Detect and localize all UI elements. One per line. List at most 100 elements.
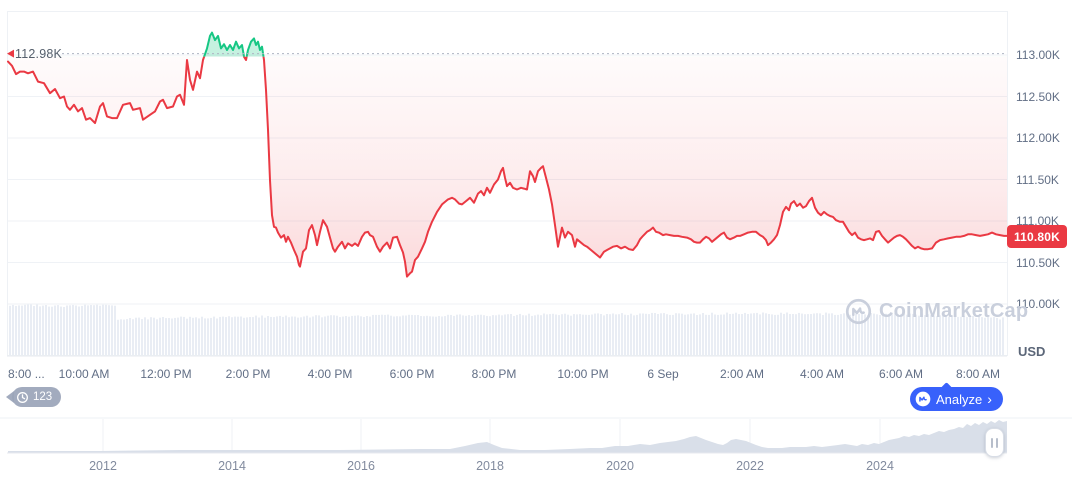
y-axis-tick-label: 111.50K bbox=[1016, 172, 1059, 187]
volume-bar bbox=[468, 315, 470, 355]
y-axis-tick-label: 110.50K bbox=[1016, 255, 1060, 270]
volume-bar bbox=[507, 314, 509, 355]
volume-bar bbox=[441, 316, 443, 355]
volume-bar bbox=[78, 306, 80, 355]
volume-bar bbox=[240, 316, 242, 355]
volume-bar bbox=[546, 314, 548, 355]
coinmarketcap-logo-icon bbox=[915, 391, 931, 407]
volume-bar bbox=[900, 313, 902, 355]
volume-bar bbox=[930, 315, 932, 355]
volume-bar bbox=[738, 314, 740, 355]
volume-bar bbox=[915, 314, 917, 355]
volume-bar bbox=[288, 317, 290, 355]
volume-bar bbox=[855, 313, 857, 355]
volume-bar bbox=[39, 306, 41, 355]
volume-bar bbox=[783, 313, 785, 355]
volume-bar bbox=[201, 316, 203, 355]
volume-bar bbox=[774, 314, 776, 355]
volume-bar bbox=[402, 315, 404, 355]
volume-bar bbox=[306, 315, 308, 355]
x-axis-tick-label: 10:00 AM bbox=[58, 367, 110, 381]
navigator-area-series bbox=[8, 420, 1007, 453]
volume-bar bbox=[45, 305, 47, 355]
volume-bar bbox=[840, 314, 842, 355]
volume-bar bbox=[333, 315, 335, 355]
volume-bar bbox=[351, 315, 353, 355]
x-axis-tick-label: 4:00 PM bbox=[307, 367, 353, 381]
volume-bar bbox=[897, 314, 899, 355]
volume-bar bbox=[90, 305, 92, 355]
history-badge[interactable]: 123 bbox=[5, 387, 62, 407]
volume-bar bbox=[96, 304, 98, 355]
volume-bar bbox=[708, 314, 710, 355]
volume-bar bbox=[741, 314, 743, 355]
volume-bar bbox=[636, 314, 638, 355]
volume-bar bbox=[516, 314, 518, 355]
volume-bar bbox=[594, 313, 596, 355]
volume-bar bbox=[729, 314, 731, 355]
analyze-button[interactable]: Analyze › bbox=[910, 382, 1003, 411]
volume-bars bbox=[9, 304, 1004, 355]
volume-bar bbox=[825, 312, 827, 355]
volume-bar bbox=[420, 316, 422, 355]
volume-bar bbox=[585, 314, 587, 355]
volume-bar bbox=[456, 314, 458, 355]
volume-bar bbox=[963, 315, 965, 355]
volume-bar bbox=[618, 314, 620, 355]
volume-bar bbox=[36, 304, 38, 355]
open-price-label: 112.98K bbox=[15, 47, 63, 61]
navigator-year-label: 2018 bbox=[476, 459, 504, 473]
volume-bar bbox=[690, 313, 692, 355]
volume-bar bbox=[735, 312, 737, 355]
volume-bar bbox=[648, 314, 650, 355]
volume-bar bbox=[684, 314, 686, 355]
volume-bar bbox=[810, 314, 812, 355]
volume-bar bbox=[744, 312, 746, 355]
volume-bar bbox=[579, 314, 581, 355]
volume-bar bbox=[798, 312, 800, 355]
volume-bar bbox=[450, 314, 452, 355]
volume-bar bbox=[879, 315, 881, 355]
volume-bar bbox=[54, 305, 56, 355]
volume-bar bbox=[252, 317, 254, 355]
volume-bar bbox=[453, 315, 455, 355]
volume-bar bbox=[861, 313, 863, 355]
volume-bar bbox=[168, 318, 170, 355]
history-count: 123 bbox=[33, 391, 53, 403]
volume-bar bbox=[237, 316, 239, 355]
volume-bar bbox=[69, 305, 71, 355]
volume-bar bbox=[357, 315, 359, 355]
y-axis-tick-label: 112.00K bbox=[1016, 131, 1060, 145]
volume-bar bbox=[159, 317, 161, 355]
volume-bar bbox=[645, 313, 647, 355]
volume-bar bbox=[540, 315, 542, 355]
volume-bar bbox=[393, 316, 395, 355]
navigator-handle[interactable] bbox=[985, 428, 1004, 457]
currency-toggle[interactable]: USD bbox=[1018, 344, 1046, 359]
volume-bar bbox=[813, 313, 815, 355]
volume-bar bbox=[867, 315, 869, 355]
volume-bar bbox=[576, 314, 578, 355]
coinmarketcap-watermark: CoinMarketCap bbox=[845, 298, 1028, 325]
volume-bar bbox=[87, 305, 89, 355]
volume-bar bbox=[561, 314, 563, 355]
volume-bar bbox=[72, 304, 74, 355]
volume-bar bbox=[372, 314, 374, 355]
volume-bar bbox=[924, 315, 926, 355]
volume-bar bbox=[627, 315, 629, 355]
volume-bar bbox=[219, 316, 221, 355]
navigator-year-label: 2014 bbox=[218, 459, 246, 473]
volume-bar bbox=[660, 313, 662, 355]
volume-bar bbox=[108, 305, 110, 355]
volume-bar bbox=[501, 315, 503, 355]
volume-bar bbox=[996, 318, 998, 355]
volume-bar bbox=[948, 316, 950, 355]
volume-bar bbox=[330, 315, 332, 355]
volume-bar bbox=[150, 317, 152, 355]
volume-bar bbox=[552, 313, 554, 355]
volume-bar bbox=[225, 317, 227, 355]
volume-bar bbox=[804, 314, 806, 355]
volume-bar bbox=[687, 314, 689, 355]
